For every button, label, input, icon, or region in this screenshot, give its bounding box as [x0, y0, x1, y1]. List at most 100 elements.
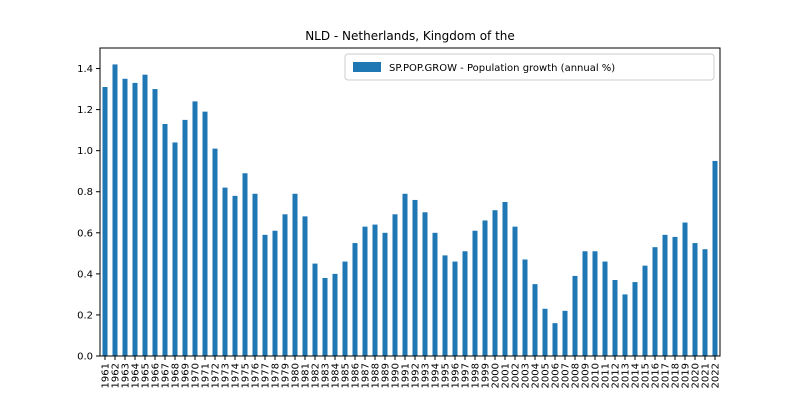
x-tick-label: 2017	[661, 363, 672, 388]
x-tick-label: 1967	[161, 363, 172, 388]
x-tick-label: 1988	[371, 363, 382, 388]
y-tick-label: 1.4	[77, 64, 93, 75]
bar-1992	[412, 199, 418, 356]
x-tick-label: 1974	[231, 363, 242, 388]
x-tick-label: 1975	[241, 363, 252, 388]
bar-1970	[192, 101, 198, 356]
bar-1997	[462, 251, 468, 356]
x-tick-label: 1984	[331, 363, 342, 388]
bar-2002	[512, 226, 518, 356]
plot-frame	[99, 47, 721, 357]
x-tick-label: 2003	[521, 363, 532, 388]
x-tick-label: 2005	[541, 363, 552, 388]
x-tick-label: 2016	[651, 363, 662, 388]
x-tick-label: 1976	[251, 363, 262, 388]
x-tick-label: 2010	[591, 363, 602, 388]
x-tick-label: 2009	[581, 363, 592, 388]
x-tick-label: 1997	[461, 363, 472, 388]
bar-1993	[422, 212, 428, 356]
x-tick-label: 2001	[501, 363, 512, 388]
bar-2005	[542, 308, 548, 356]
x-tick-label: 2020	[691, 363, 702, 388]
x-tick-label: 2012	[611, 363, 622, 388]
x-tick-label: 1996	[451, 363, 462, 388]
bar-2020	[692, 243, 698, 356]
bar-1986	[352, 243, 358, 356]
bar-2000	[492, 210, 498, 356]
bar-1999	[482, 220, 488, 356]
bar-1979	[282, 214, 288, 356]
y-tick-label: 1.2	[77, 105, 93, 116]
x-tick-label: 1983	[321, 363, 332, 388]
x-tick-label: 2000	[491, 363, 502, 388]
bar-1974	[232, 195, 238, 356]
bar-1987	[362, 226, 368, 356]
bar-2015	[642, 265, 648, 356]
x-tick-label: 1977	[261, 363, 272, 388]
bar-1967	[162, 123, 168, 356]
bar-2011	[602, 261, 608, 356]
x-tick-label: 1963	[121, 363, 132, 388]
bar-1963	[122, 78, 128, 357]
bar-1988	[372, 224, 378, 356]
y-tick-label: 0.8	[77, 187, 93, 198]
x-tick-label: 1991	[401, 363, 412, 388]
bar-2013	[622, 294, 628, 356]
legend-box	[344, 53, 715, 81]
x-tick-label: 1995	[441, 363, 452, 388]
bar-2009	[582, 251, 588, 356]
x-tick-label: 1998	[471, 363, 482, 388]
x-tick-label: 2021	[701, 363, 712, 388]
x-tick-label: 1973	[221, 363, 232, 388]
bar-1972	[212, 148, 218, 356]
x-tick-label: 1980	[291, 363, 302, 388]
x-tick-label: 2007	[561, 363, 572, 388]
x-tick-label: 1965	[141, 363, 152, 388]
bar-2003	[522, 259, 528, 356]
x-tick-label: 1990	[391, 363, 402, 388]
bar-2022	[712, 160, 718, 356]
bar-1994	[432, 232, 438, 356]
legend-label: SP.POP.GROW - Population growth (annual …	[389, 63, 615, 74]
x-tick-label: 2013	[621, 363, 632, 388]
bar-2012	[612, 280, 618, 356]
bar-1975	[242, 173, 248, 356]
x-axis: 1961 1962 1963 1964 1965 1966 1967 1968 1969 1970…	[101, 356, 722, 388]
y-tick-label: 0.6	[77, 228, 93, 239]
bar-1990	[392, 214, 398, 356]
bar-1982	[312, 263, 318, 356]
y-tick-label: 0.0	[77, 352, 93, 363]
bar-1962	[112, 64, 118, 357]
bar-1966	[152, 89, 158, 356]
x-tick-label: 1978	[271, 363, 282, 388]
bar-1976	[252, 193, 258, 356]
x-tick-label: 2014	[631, 363, 642, 388]
chart-title: NLD - Netherlands, Kingdom of the	[305, 29, 515, 43]
bar-1980	[292, 193, 298, 356]
bar-1961	[102, 87, 108, 356]
bar-1968	[172, 142, 178, 356]
bar-2019	[682, 222, 688, 356]
x-tick-label: 1986	[351, 363, 362, 388]
x-tick-label: 1981	[301, 363, 312, 388]
x-tick-label: 1968	[171, 363, 182, 388]
x-tick-label: 2004	[531, 363, 542, 388]
x-tick-label: 1982	[311, 363, 322, 388]
bar-2004	[532, 284, 538, 356]
bar-1965	[142, 74, 148, 356]
bar-1985	[342, 261, 348, 356]
x-tick-label: 1993	[421, 363, 432, 388]
x-tick-label: 1971	[201, 363, 212, 388]
bar-2017	[662, 234, 668, 356]
bar-2006	[552, 323, 558, 356]
x-tick-label: 1972	[211, 363, 222, 388]
bar-1964	[132, 82, 138, 356]
bar-1983	[322, 277, 328, 356]
x-tick-label: 2002	[511, 363, 522, 388]
x-tick-label: 1970	[191, 363, 202, 388]
x-tick-label: 2008	[571, 363, 582, 388]
bar-1989	[382, 232, 388, 356]
bar-2014	[632, 282, 638, 356]
x-tick-label: 2011	[601, 363, 612, 388]
bar-1973	[222, 187, 228, 356]
